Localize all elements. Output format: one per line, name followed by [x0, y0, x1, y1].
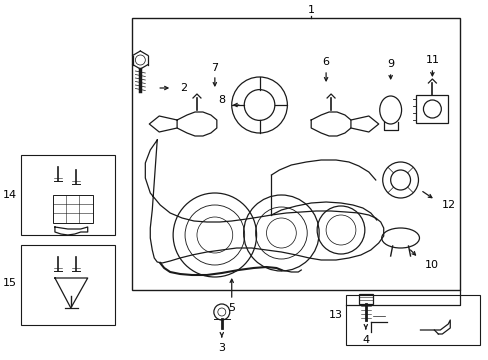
Text: 7: 7 [211, 63, 218, 73]
Text: 13: 13 [328, 310, 342, 320]
Text: 15: 15 [3, 278, 17, 288]
Text: 10: 10 [424, 260, 438, 270]
Bar [358, 294, 372, 304]
Bar [132, 18, 459, 290]
Bar [416, 95, 447, 123]
Text: 9: 9 [386, 59, 393, 69]
Text: 1: 1 [307, 5, 314, 15]
Text: 11: 11 [425, 55, 439, 65]
Text: 3: 3 [218, 343, 225, 353]
Text: 14: 14 [3, 190, 17, 200]
Bar [21, 155, 114, 235]
Bar [53, 195, 93, 223]
Text: 8: 8 [218, 95, 225, 105]
Text: 4: 4 [362, 335, 368, 345]
Bar [21, 245, 114, 325]
Text: 5: 5 [228, 303, 235, 313]
Text: 2: 2 [180, 83, 187, 93]
Bar [345, 295, 479, 345]
Text: 6: 6 [322, 57, 329, 67]
Text: 12: 12 [442, 200, 455, 210]
